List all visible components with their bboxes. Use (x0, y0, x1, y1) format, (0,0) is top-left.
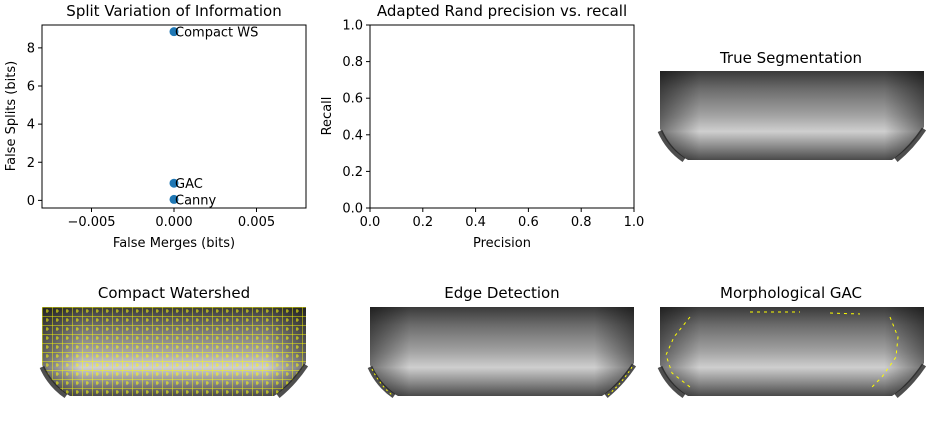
chart1-ytick-label: 0.8 (342, 55, 363, 70)
split-voi-ylabel: False Splits (bits) (4, 61, 19, 171)
scatter-point-label: GAC (175, 177, 203, 192)
true-segmentation-panel: True Segmentation (657, 49, 927, 163)
scatter-point (169, 27, 179, 37)
rand-pr-xlabel: Precision (473, 236, 531, 251)
split-voi-xlabel: False Merges (bits) (113, 236, 235, 251)
scatter-point-label: Compact WS (175, 26, 258, 41)
chart1-ytick-label: 0.2 (342, 165, 363, 180)
edge-detection-title: Edge Detection (444, 284, 559, 302)
scatter-point (169, 178, 179, 188)
chart1-xtick-label: 0.2 (412, 215, 433, 230)
rand-pr-plot-area (369, 24, 635, 209)
chart0-xtick-label: 0.005 (238, 215, 275, 230)
compact-watershed-image (39, 307, 309, 399)
chart0-ytick-label: 4 (27, 118, 35, 133)
chart0-ytick-label: 0 (27, 194, 35, 209)
chart0-xtick-label: −0.005 (67, 215, 115, 230)
chart1-ytick-label: 1.0 (342, 19, 363, 34)
rand-pr-panel: Adapted Rand precision vs. recall 0.0 0.2… (320, 2, 644, 251)
compact-watershed-panel: Compact Watershed (39, 284, 309, 399)
chart1-xtick-label: 0.0 (360, 215, 381, 230)
compact-watershed-title: Compact Watershed (98, 284, 250, 302)
edge-detection-panel: Edge Detection (367, 284, 637, 399)
chart0-ytick-label: 6 (27, 80, 35, 95)
chart0-ytick-label: 8 (27, 41, 35, 56)
chart1-ytick-label: 0.6 (342, 92, 363, 107)
true-segmentation-image (657, 71, 927, 163)
chart1-xtick-label: 0.6 (518, 215, 539, 230)
chart1-xtick-label: 1.0 (624, 215, 645, 230)
chart1-ytick-label: 0.4 (342, 128, 363, 143)
rand-pr-title: Adapted Rand precision vs. recall (377, 2, 627, 20)
true-segmentation-title: True Segmentation (719, 49, 862, 67)
scatter-point-label: Canny (175, 193, 217, 208)
split-voi-title: Split Variation of Information (66, 2, 281, 20)
morph-gac-title: Morphological GAC (720, 284, 862, 302)
chart1-xtick-label: 0.4 (465, 215, 486, 230)
morph-gac-image (657, 307, 927, 399)
chart0-xtick-label: 0.000 (155, 215, 192, 230)
rand-pr-ylabel: Recall (320, 97, 335, 136)
split-voi-panel: Split Variation of Information −0.005 0.0… (4, 2, 307, 251)
chart1-xtick-label: 0.8 (571, 215, 592, 230)
chart1-ytick-label: 0.0 (342, 202, 363, 217)
chart0-ytick-label: 2 (27, 156, 35, 171)
edge-detection-image (367, 307, 637, 399)
morph-gac-panel: Morphological GAC (657, 284, 927, 399)
scatter-point (169, 194, 179, 204)
